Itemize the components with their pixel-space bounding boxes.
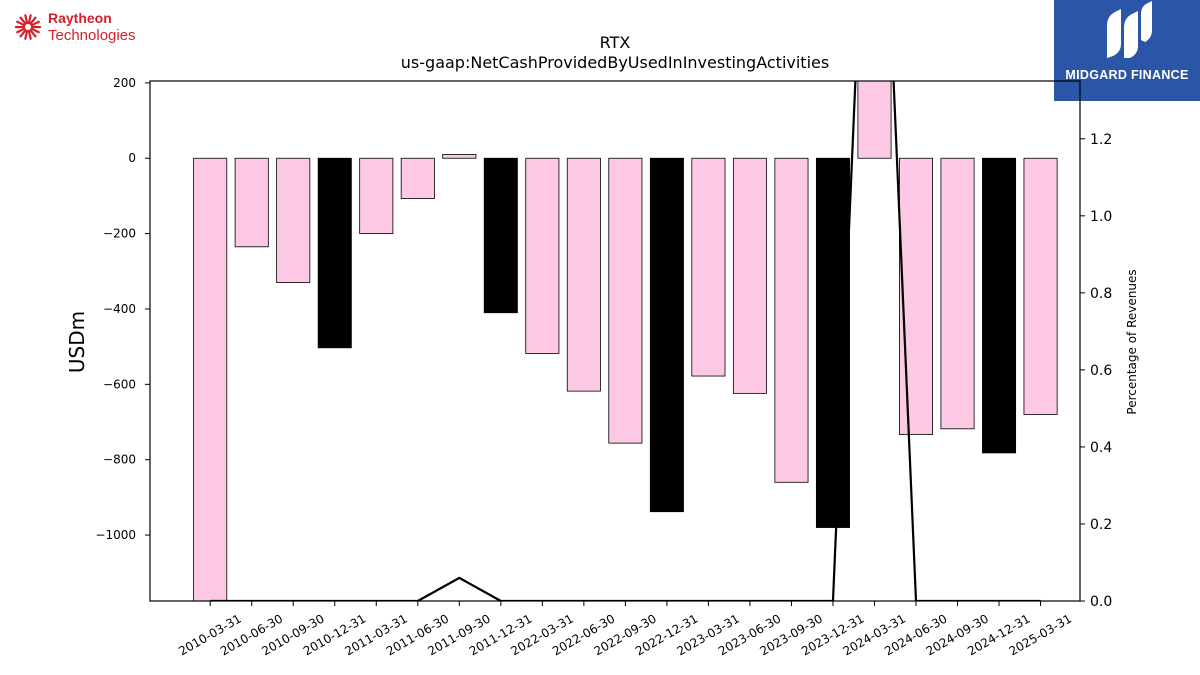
y-tick-label: 200 [113, 76, 136, 90]
y2-tick-label: 0.2 [1090, 517, 1112, 533]
y-tick-label: −600 [103, 377, 136, 391]
y2-tick-label: 0.4 [1090, 440, 1112, 456]
chart-subtitle: us-gaap:NetCashProvidedByUsedInInvesting… [401, 53, 829, 72]
bar-2010-12-31 [317, 157, 352, 349]
chart-title: RTX [600, 33, 631, 52]
y2-axis-label: Percentage of Revenues [1125, 269, 1139, 414]
raytheon-burst-icon [14, 14, 42, 40]
bar-2011-03-31 [359, 157, 394, 235]
bar-2024-03-31 [857, 80, 892, 159]
y2-tick-label: 0.0 [1090, 594, 1112, 610]
logo-word-2: Technologies [48, 27, 136, 44]
bar-2010-06-30 [234, 157, 269, 248]
midgard-logo-text: MIDGARD FINANCE [1065, 68, 1189, 82]
raytheon-logo: Raytheon Technologies [14, 10, 136, 44]
y-axis-label: USDm [65, 311, 89, 373]
midgard-logo: MIDGARD FINANCE [1054, 0, 1200, 101]
bar-2023-03-31 [691, 157, 726, 377]
bar-2022-06-30 [566, 157, 601, 392]
y2-tick-label: 0.8 [1090, 286, 1112, 302]
y2-tick-label: 1.0 [1090, 209, 1112, 225]
bar-2010-03-31 [193, 157, 228, 602]
y-tick-label: −200 [103, 227, 136, 241]
bar-2011-09-30 [442, 154, 477, 159]
y-tick-label: −400 [103, 302, 136, 316]
y-tick-label: −1000 [95, 528, 136, 542]
bar-2025-03-31 [1023, 157, 1058, 415]
bar-2024-09-30 [940, 157, 975, 430]
bar-2011-12-31 [483, 157, 518, 314]
bar-2023-06-30 [732, 157, 767, 394]
y2-tick-label: 0.6 [1090, 363, 1112, 379]
y-tick-label: 0 [128, 151, 136, 165]
bar-2022-03-31 [525, 157, 560, 354]
bar-2010-09-30 [276, 157, 311, 283]
bar-2022-09-30 [608, 157, 643, 444]
bar-2024-12-31 [982, 157, 1017, 454]
logo-word-1: Raytheon [48, 10, 112, 26]
y-tick-label: −800 [103, 453, 136, 467]
bar-2024-06-30 [899, 157, 934, 435]
midgard-monogram-icon [1107, 1, 1152, 58]
percentage-of-revenues-line [210, 81, 1041, 601]
bar-2023-09-30 [774, 157, 809, 483]
bar-2022-12-31 [649, 157, 684, 513]
plot-frame [149, 80, 1081, 602]
bar-2011-06-30 [400, 157, 435, 199]
y2-tick-label: 1.2 [1090, 132, 1112, 148]
